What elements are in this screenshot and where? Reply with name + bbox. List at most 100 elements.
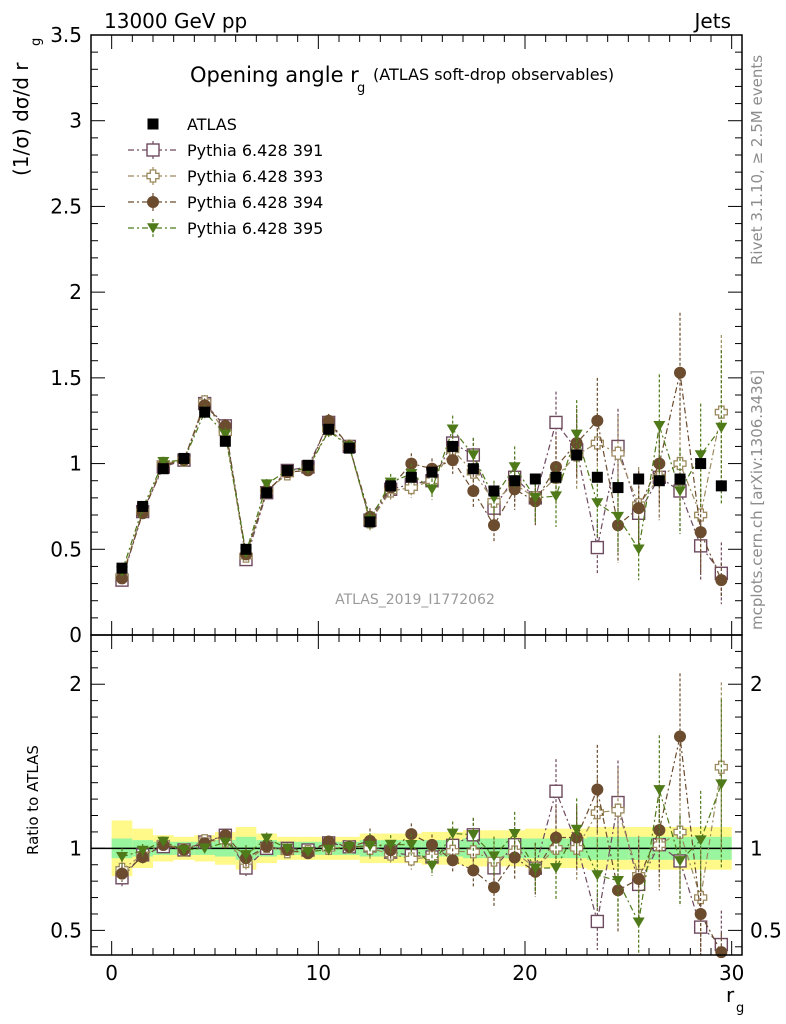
marker-filled-triangle — [632, 917, 645, 928]
marker-filled-triangle — [632, 544, 645, 555]
chart-title-sub: g — [357, 81, 365, 96]
marker-filled-circle — [653, 824, 666, 837]
marker-filled-square — [550, 471, 562, 483]
marker-filled-square — [715, 480, 727, 492]
svg-text:(1/σ) dσ/d r: (1/σ) dσ/d r — [9, 62, 33, 176]
marker-filled-triangle — [281, 843, 294, 854]
marker-filled-square — [405, 471, 417, 483]
ratio-plot-frame — [90, 634, 743, 956]
legend-label: Pythia 6.428 391 — [187, 141, 323, 160]
y-tick-label: 3.5 — [50, 23, 82, 47]
marker-filled-triangle — [198, 843, 211, 854]
series-1 — [115, 391, 729, 605]
marker-filled-circle — [591, 414, 604, 427]
header-left: 13000 GeV pp — [104, 9, 247, 33]
ratio-series-line — [121, 767, 722, 898]
series-4 — [116, 350, 728, 581]
legend-label: Pythia 6.428 394 — [187, 193, 323, 212]
marker-filled-triangle — [529, 493, 542, 504]
marker-open-cross — [146, 169, 160, 183]
marker-filled-triangle — [508, 828, 521, 840]
ratio-series-line — [121, 736, 722, 953]
marker-filled-triangle — [446, 424, 459, 435]
marker-filled-triangle — [157, 836, 170, 847]
marker-filled-square — [302, 459, 314, 471]
marker-open-square — [146, 143, 160, 157]
ratio-series-4 — [116, 699, 728, 955]
marker-filled-square — [488, 485, 500, 497]
marker-filled-square — [509, 475, 521, 487]
marker-filled-triangle — [653, 785, 666, 796]
marker-filled-circle — [116, 572, 128, 585]
y-axis-label: (1/σ) dσ/d r — [9, 62, 33, 176]
marker-filled-square — [447, 440, 459, 452]
marker-filled-square — [364, 516, 376, 528]
marker-filled-triangle — [260, 833, 273, 844]
ratio-tick-label: 2 — [69, 672, 82, 696]
marker-filled-triangle — [694, 450, 707, 461]
marker-filled-triangle — [426, 484, 438, 495]
marker-filled-square — [240, 543, 252, 555]
marker-open-cross — [404, 852, 418, 866]
marker-filled-triangle — [550, 491, 562, 502]
marker-filled-circle — [570, 831, 583, 844]
marker-filled-square — [529, 473, 541, 485]
marker-filled-triangle — [570, 429, 583, 440]
marker-filled-square — [137, 500, 149, 512]
x-tick-label: 20 — [512, 961, 537, 985]
mcplots-label: mcplots.cern.ch [arXiv:1306.3436] — [748, 370, 766, 630]
marker-filled-square — [653, 475, 665, 487]
marker-filled-square — [323, 423, 335, 435]
marker-filled-triangle — [591, 870, 604, 881]
marker-filled-triangle — [384, 839, 397, 850]
marker-filled-circle — [488, 519, 500, 532]
marker-open-cross — [694, 890, 708, 905]
legend-label: Pythia 6.428 395 — [187, 219, 323, 238]
legend-label: Pythia 6.428 393 — [187, 167, 323, 186]
marker-filled-circle — [136, 851, 149, 864]
marker-filled-circle — [488, 881, 500, 894]
marker-filled-triangle — [529, 863, 542, 874]
marker-filled-square — [261, 487, 273, 499]
ratio-tick-label-right: 1 — [750, 836, 763, 860]
ratio-tick-label-right: 2 — [750, 672, 763, 696]
marker-filled-triangle — [467, 829, 480, 841]
series-line — [121, 402, 722, 581]
marker-filled-circle — [446, 454, 459, 467]
marker-filled-triangle — [157, 457, 170, 468]
chart-title: Opening angle r — [190, 63, 359, 87]
marker-filled-circle — [694, 907, 707, 920]
marker-filled-triangle — [405, 839, 418, 851]
marker-filled-circle — [715, 946, 728, 959]
series-line — [121, 372, 722, 581]
ratio-tick-label: 1 — [69, 836, 82, 860]
marker-filled-square — [467, 463, 479, 475]
y-tick-label: 2 — [69, 280, 82, 304]
marker-filled-triangle — [508, 462, 521, 473]
marker-filled-triangle — [674, 486, 686, 497]
legend-label: ATLAS — [187, 115, 237, 134]
marker-filled-square — [116, 562, 128, 574]
marker-filled-triangle — [653, 421, 666, 432]
rivet-label: Rivet 3.1.10, ≥ 2.5M events — [748, 55, 766, 265]
marker-filled-square — [674, 473, 686, 485]
marker-open-cross — [466, 845, 480, 859]
marker-filled-circle — [219, 419, 232, 432]
marker-filled-circle — [147, 196, 159, 208]
marker-filled-circle — [260, 840, 273, 853]
marker-filled-circle — [674, 366, 686, 379]
marker-filled-triangle — [343, 842, 356, 853]
marker-filled-circle — [632, 872, 645, 885]
marker-open-square — [549, 415, 563, 430]
marker-filled-circle — [322, 414, 335, 427]
marker-filled-square — [219, 435, 231, 447]
marker-filled-square — [695, 458, 707, 470]
x-axis-label-sub: g — [736, 1001, 744, 1016]
marker-open-cross — [611, 446, 625, 460]
marker-filled-triangle — [116, 851, 128, 863]
marker-filled-triangle — [488, 851, 500, 862]
marker-filled-triangle — [322, 844, 335, 856]
ratio-axis-label: Ratio to ATLAS — [24, 745, 42, 855]
marker-filled-square — [591, 471, 603, 483]
marker-filled-circle — [322, 835, 335, 848]
